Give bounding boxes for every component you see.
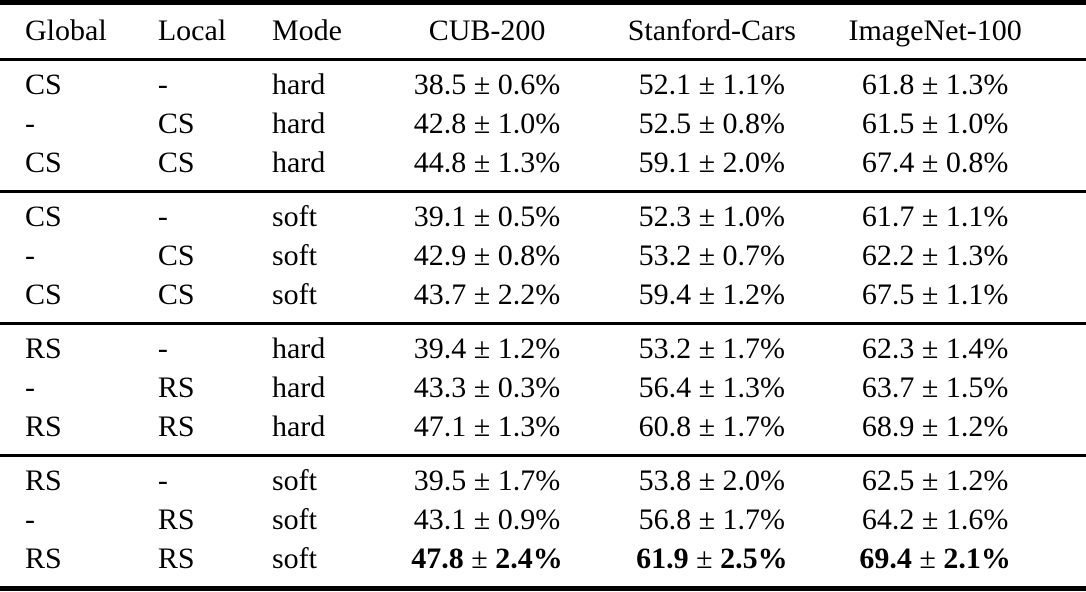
cell-imagenet100: 67.4 ± 0.8%	[861, 146, 1009, 179]
cell-global: RS	[25, 410, 62, 443]
column-header-stanford_cars: Stanford-Cars	[599, 2, 825, 61]
cell-stanford_cars: 60.8 ± 1.7%	[638, 410, 786, 443]
cell-cub200: 47.1 ± 1.3%	[413, 410, 561, 443]
table-row: - CS soft 42.9 ± 0.8% 53.2 ± 0.7% 62.2 ± 1.3%	[0, 236, 1086, 275]
cell-local: CS	[157, 278, 195, 311]
cell-mode: hard	[271, 107, 326, 140]
cell-stanford_cars: 56.4 ± 1.3%	[638, 371, 786, 404]
column-header-global: Global	[0, 2, 150, 61]
cell-global: RS	[25, 332, 62, 365]
cell-mode: hard	[271, 146, 326, 179]
table-row: RS RS soft 47.8 ± 2.4% 61.9 ± 2.5% 69.4 ± 2.1…	[0, 539, 1086, 589]
cell-stanford_cars: 53.2 ± 0.7%	[638, 239, 786, 272]
cell-local: -	[157, 464, 168, 497]
cell-mode: soft	[271, 200, 317, 233]
cell-imagenet100: 63.7 ± 1.5%	[861, 371, 1009, 404]
cell-local: CS	[157, 239, 195, 272]
cell-local: RS	[157, 542, 195, 575]
cell-stanford_cars: 52.5 ± 0.8%	[638, 107, 786, 140]
cell-local: -	[157, 200, 168, 233]
cell-stanford_cars: 61.9 ± 2.5%	[636, 542, 788, 575]
cell-global: -	[25, 503, 35, 536]
cell-imagenet100: 61.7 ± 1.1%	[861, 200, 1009, 233]
cell-local: -	[157, 332, 168, 365]
cell-mode: hard	[271, 68, 326, 101]
cell-local: -	[157, 68, 168, 101]
cell-global: CS	[25, 200, 62, 233]
cell-mode: soft	[271, 542, 317, 575]
cell-stanford_cars: 59.1 ± 2.0%	[638, 146, 786, 179]
cell-stanford_cars: 52.1 ± 1.1%	[638, 68, 786, 101]
cell-imagenet100: 62.2 ± 1.3%	[861, 239, 1009, 272]
cell-cub200: 39.4 ± 1.2%	[413, 332, 561, 365]
cell-imagenet100: 61.8 ± 1.3%	[861, 68, 1009, 101]
cell-stanford_cars: 56.8 ± 1.7%	[638, 503, 786, 536]
table-row: CS CS soft 43.7 ± 2.2% 59.4 ± 1.2% 67.5 ± 1.1…	[0, 275, 1086, 324]
table-row: CS - soft 39.1 ± 0.5% 52.3 ± 1.0% 61.7 ± 1.1%	[0, 192, 1086, 237]
cell-imagenet100: 62.5 ± 1.2%	[861, 464, 1009, 497]
row-group-3: RS - hard 39.4 ± 1.2% 53.2 ± 1.7% 62.3 ± 1.4%…	[0, 323, 1086, 456]
cell-local: RS	[157, 410, 195, 443]
column-header-cub200: CUB-200	[374, 2, 600, 61]
cell-cub200: 39.1 ± 0.5%	[413, 200, 561, 233]
cell-local: RS	[157, 371, 195, 404]
cell-stanford_cars: 52.3 ± 1.0%	[638, 200, 786, 233]
table-row: RS - soft 39.5 ± 1.7% 53.8 ± 2.0% 62.5 ± 1.2%	[0, 456, 1086, 501]
cell-global: RS	[25, 464, 62, 497]
cell-cub200: 44.8 ± 1.3%	[413, 146, 561, 179]
cell-imagenet100: 69.4 ± 2.1%	[859, 542, 1011, 575]
cell-mode: soft	[271, 503, 317, 536]
table-header: Global Local Mode CUB-200 Stanford-Cars Image…	[0, 2, 1086, 61]
cell-local: RS	[157, 503, 195, 536]
row-group-2: CS - soft 39.1 ± 0.5% 52.3 ± 1.0% 61.7 ± 1.1%…	[0, 191, 1086, 324]
table-row: CS CS hard 44.8 ± 1.3% 59.1 ± 2.0% 67.4 ± 0.8…	[0, 143, 1086, 192]
table-row: CS - hard 38.5 ± 0.6% 52.1 ± 1.1% 61.8 ± 1.3%	[0, 60, 1086, 105]
cell-mode: hard	[271, 332, 326, 365]
cell-stanford_cars: 53.2 ± 1.7%	[638, 332, 786, 365]
table-row: RS RS hard 47.1 ± 1.3% 60.8 ± 1.7% 68.9 ± 1.2…	[0, 407, 1086, 456]
cell-cub200: 43.7 ± 2.2%	[413, 278, 561, 311]
cell-cub200: 38.5 ± 0.6%	[413, 68, 561, 101]
cell-imagenet100: 67.5 ± 1.1%	[861, 278, 1009, 311]
cell-mode: hard	[271, 410, 326, 443]
row-group-4: RS - soft 39.5 ± 1.7% 53.8 ± 2.0% 62.5 ± 1.2%…	[0, 455, 1086, 589]
cell-global: CS	[25, 68, 62, 101]
cell-global: -	[25, 107, 35, 140]
cell-stanford_cars: 53.8 ± 2.0%	[638, 464, 786, 497]
cell-cub200: 43.1 ± 0.9%	[413, 503, 561, 536]
cell-imagenet100: 68.9 ± 1.2%	[861, 410, 1009, 443]
column-header-local: Local	[149, 2, 265, 61]
cell-mode: soft	[271, 278, 317, 311]
column-header-mode: Mode	[264, 2, 375, 61]
cell-mode: hard	[271, 371, 326, 404]
cell-local: CS	[157, 146, 195, 179]
cell-cub200: 39.5 ± 1.7%	[413, 464, 561, 497]
cell-cub200: 42.9 ± 0.8%	[413, 239, 561, 272]
cell-mode: soft	[271, 464, 317, 497]
cell-global: CS	[25, 146, 62, 179]
cell-global: -	[25, 239, 35, 272]
cell-global: RS	[25, 542, 62, 575]
table-row: - RS hard 43.3 ± 0.3% 56.4 ± 1.3% 63.7 ± 1.5%	[0, 368, 1086, 407]
column-header-imagenet100: ImageNet-100	[824, 2, 1086, 61]
header-row: Global Local Mode CUB-200 Stanford-Cars Image…	[0, 2, 1086, 61]
cell-global: -	[25, 371, 35, 404]
cell-imagenet100: 64.2 ± 1.6%	[861, 503, 1009, 536]
cell-stanford_cars: 59.4 ± 1.2%	[638, 278, 786, 311]
cell-imagenet100: 61.5 ± 1.0%	[861, 107, 1009, 140]
cell-imagenet100: 62.3 ± 1.4%	[861, 332, 1009, 365]
table-row: - RS soft 43.1 ± 0.9% 56.8 ± 1.7% 64.2 ± 1.6%	[0, 500, 1086, 539]
table-row: - CS hard 42.8 ± 1.0% 52.5 ± 0.8% 61.5 ± 1.0%	[0, 104, 1086, 143]
cell-cub200: 43.3 ± 0.3%	[413, 371, 561, 404]
cell-global: CS	[25, 278, 62, 311]
cell-cub200: 47.8 ± 2.4%	[411, 542, 563, 575]
row-group-1: CS - hard 38.5 ± 0.6% 52.1 ± 1.1% 61.8 ± 1.3%…	[0, 59, 1086, 192]
table-row: RS - hard 39.4 ± 1.2% 53.2 ± 1.7% 62.3 ± 1.4%	[0, 324, 1086, 369]
cell-mode: soft	[271, 239, 317, 272]
cell-cub200: 42.8 ± 1.0%	[413, 107, 561, 140]
cell-local: CS	[157, 107, 195, 140]
